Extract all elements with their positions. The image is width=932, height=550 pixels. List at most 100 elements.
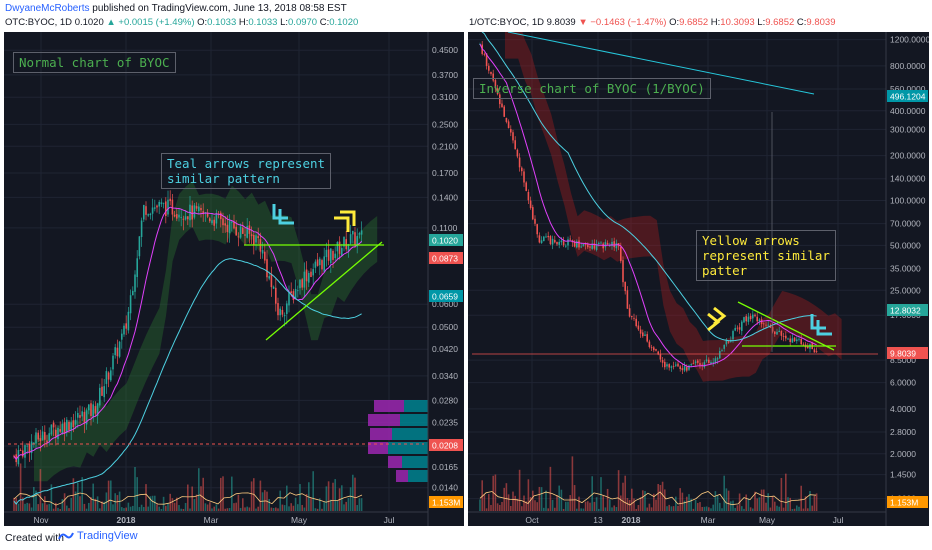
candle-body	[138, 236, 141, 257]
volume-bar	[617, 470, 620, 511]
volume-bar	[116, 495, 119, 511]
volume-bar	[101, 501, 103, 511]
volume-bar	[791, 508, 794, 511]
left-low: 0.0970	[288, 17, 318, 28]
volume-bar	[220, 477, 222, 511]
author-link[interactable]: DwyaneMcRoberts	[5, 3, 90, 14]
volume-bar	[496, 503, 499, 511]
candle-body	[116, 347, 119, 357]
price-axis-bg	[428, 32, 464, 526]
volume-bar	[63, 493, 66, 511]
candle-body	[237, 236, 240, 238]
candle-body	[598, 242, 600, 245]
volume-bar	[681, 492, 684, 511]
candle-body	[589, 246, 591, 248]
candle-body	[101, 386, 103, 396]
volume-bar	[147, 506, 149, 511]
y-tick-label: 0.2100	[432, 141, 458, 151]
cloud-area	[34, 181, 378, 482]
price-axis[interactable]: 0.4500 0.3700 0.3100 0.2500 0.2100 0.1700 0.14…	[427, 32, 464, 526]
candle-body	[494, 80, 497, 89]
candle-body	[639, 329, 642, 334]
volume-bar	[297, 504, 299, 511]
candle-body	[200, 208, 202, 211]
candle-body	[800, 339, 802, 345]
candle-body	[85, 410, 88, 425]
volume-bar	[635, 508, 637, 511]
candle-body	[813, 349, 816, 353]
yellow-arrow-icon	[334, 216, 350, 232]
candle-body	[99, 387, 101, 406]
inverse-chart-panel[interactable]: 1200.0000 800.0000 560.0000 400.0000 300.000…	[468, 32, 929, 526]
candle-body	[554, 239, 556, 243]
volume-bar	[79, 496, 81, 511]
candle-body	[576, 241, 578, 248]
volume-bar	[703, 506, 706, 511]
long-trendline[interactable]	[507, 32, 815, 95]
volume-bar	[637, 505, 640, 511]
volume-bar	[30, 507, 33, 511]
price-label-bg	[429, 252, 463, 264]
candle-body	[59, 429, 61, 432]
volume-bar	[349, 487, 352, 511]
normal-chart-panel[interactable]: 0.4500 0.3700 0.3100 0.2500 0.2100 0.1700 0.14…	[4, 32, 464, 526]
candles	[479, 41, 818, 374]
candle-body	[626, 290, 629, 309]
candle-body	[595, 244, 598, 250]
volume-bar	[664, 489, 666, 511]
volume-bar	[811, 505, 813, 511]
candle-body	[343, 236, 345, 247]
resistance-trendline[interactable]	[737, 301, 835, 351]
volume-bar	[565, 501, 567, 511]
inverse-chart-canvas[interactable]: 1200.0000 800.0000 560.0000 400.0000 300.000…	[468, 32, 929, 526]
candle-body	[167, 199, 169, 215]
y-tick-label: 70.0000	[890, 219, 921, 229]
support-trendline[interactable]	[265, 241, 383, 341]
candle-body	[162, 202, 165, 204]
footer: Created with TradingView	[0, 526, 932, 550]
tradingview-brand[interactable]: TradingView	[58, 530, 138, 542]
left-h-label: H:	[238, 17, 249, 28]
candle-body	[694, 361, 697, 363]
volume-bar	[771, 496, 774, 511]
candle-body	[624, 281, 626, 292]
volume-bar	[140, 504, 143, 511]
y-tick-label: 0.0600	[432, 299, 458, 309]
candle-body	[312, 269, 314, 276]
volume-bar	[160, 508, 163, 511]
right-ohlc-legend: 1/OTC:BYOC, 1D 9.8039 ▼ −0.1463 (−1.47%)…	[469, 17, 835, 28]
candle-body	[567, 239, 569, 246]
volume-bar	[736, 505, 739, 511]
time-axis[interactable]: Nov 2018 Mar May Jul	[4, 511, 428, 525]
left-symbol: OTC:BYOC, 1D	[5, 17, 73, 28]
volume-bar	[257, 506, 259, 511]
candle-body	[609, 245, 611, 247]
candle-body	[582, 244, 585, 247]
volume-bar	[694, 500, 697, 511]
y-tick-label: 0.4500	[432, 45, 458, 55]
volume-bar	[90, 497, 92, 511]
price-axis[interactable]: 1200.0000 800.0000 560.0000 400.0000 300.000…	[885, 32, 929, 526]
candle-body	[255, 235, 257, 243]
candle-body	[606, 243, 609, 245]
volume-bar	[679, 488, 681, 511]
volume-bar	[615, 506, 618, 511]
normal-chart-canvas[interactable]: 0.4500 0.3700 0.3100 0.2500 0.2100 0.1700 0.14…	[4, 32, 464, 526]
candle-body	[264, 251, 266, 261]
candle-body	[332, 250, 334, 260]
candle-body	[633, 317, 635, 319]
candle-body	[292, 291, 295, 300]
y-tick-label: 50.0000	[890, 240, 921, 250]
candle-body	[492, 73, 494, 81]
volume-bar	[138, 507, 141, 511]
volume-bar	[74, 491, 77, 511]
candle-body	[231, 221, 233, 223]
candle-body	[642, 332, 644, 337]
volume-bar	[606, 488, 609, 511]
volume-bar	[354, 477, 356, 511]
volume-bar	[769, 507, 772, 511]
volume-bar	[292, 505, 295, 511]
time-axis[interactable]: Oct 13 2018 Mar May Jul	[468, 511, 886, 525]
candle-body	[767, 324, 769, 326]
volume-bar	[226, 508, 229, 511]
